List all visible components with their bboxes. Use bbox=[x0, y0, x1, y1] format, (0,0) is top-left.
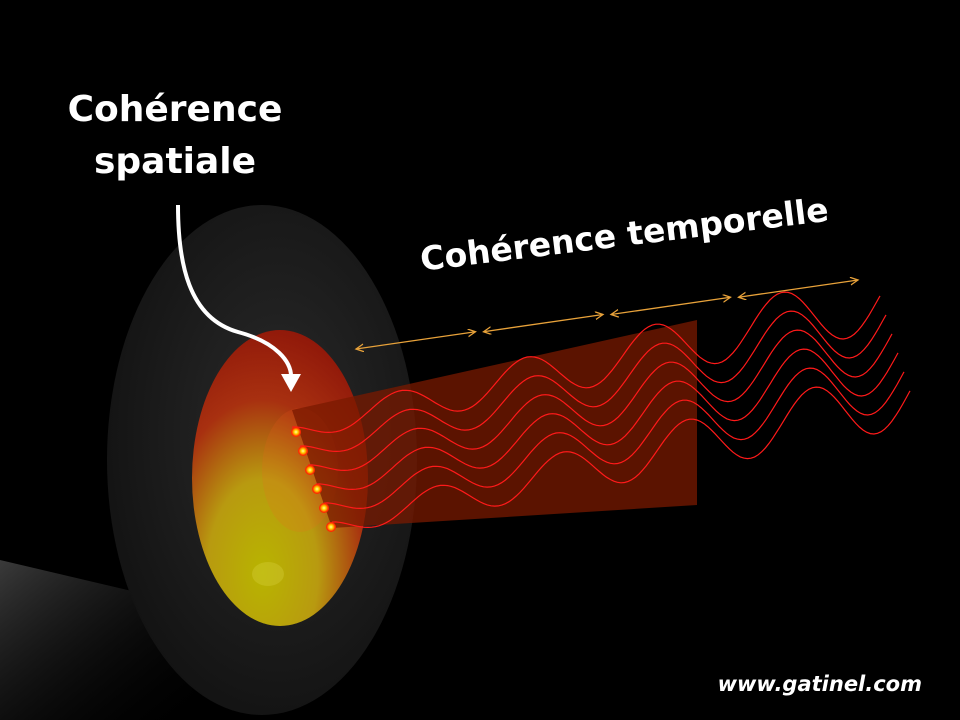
coherence-length-arrow bbox=[356, 332, 476, 349]
coherence-length-arrow bbox=[611, 297, 731, 314]
wave-line bbox=[307, 329, 893, 472]
wave-line bbox=[331, 386, 911, 529]
emitter-dot bbox=[291, 427, 301, 437]
laser-beam bbox=[292, 320, 697, 528]
emitter-dot bbox=[305, 465, 315, 475]
emitter-dot bbox=[319, 503, 329, 513]
watermark: www.gatinel.com bbox=[717, 672, 922, 696]
wave-line bbox=[323, 367, 905, 510]
emitter-dot bbox=[326, 522, 336, 532]
spatial-label-line2: spatiale bbox=[93, 141, 257, 182]
wave-line bbox=[315, 348, 899, 491]
coherence-length-arrow bbox=[484, 315, 604, 332]
wave-line bbox=[299, 310, 887, 453]
spatial-pointer-arrowhead bbox=[281, 374, 301, 392]
coherence-arrows bbox=[356, 280, 858, 349]
spatial-pointer-arrow bbox=[176, 204, 293, 379]
spatial-coherence-label: Cohérence spatiale bbox=[40, 84, 310, 188]
coherence-length-arrow bbox=[739, 280, 859, 297]
emitter-dot bbox=[312, 484, 322, 494]
emitter-group bbox=[291, 427, 336, 532]
spatial-label-line1: Cohérence bbox=[67, 89, 283, 130]
disc-highlight bbox=[252, 562, 284, 586]
emitter-dot bbox=[298, 446, 308, 456]
